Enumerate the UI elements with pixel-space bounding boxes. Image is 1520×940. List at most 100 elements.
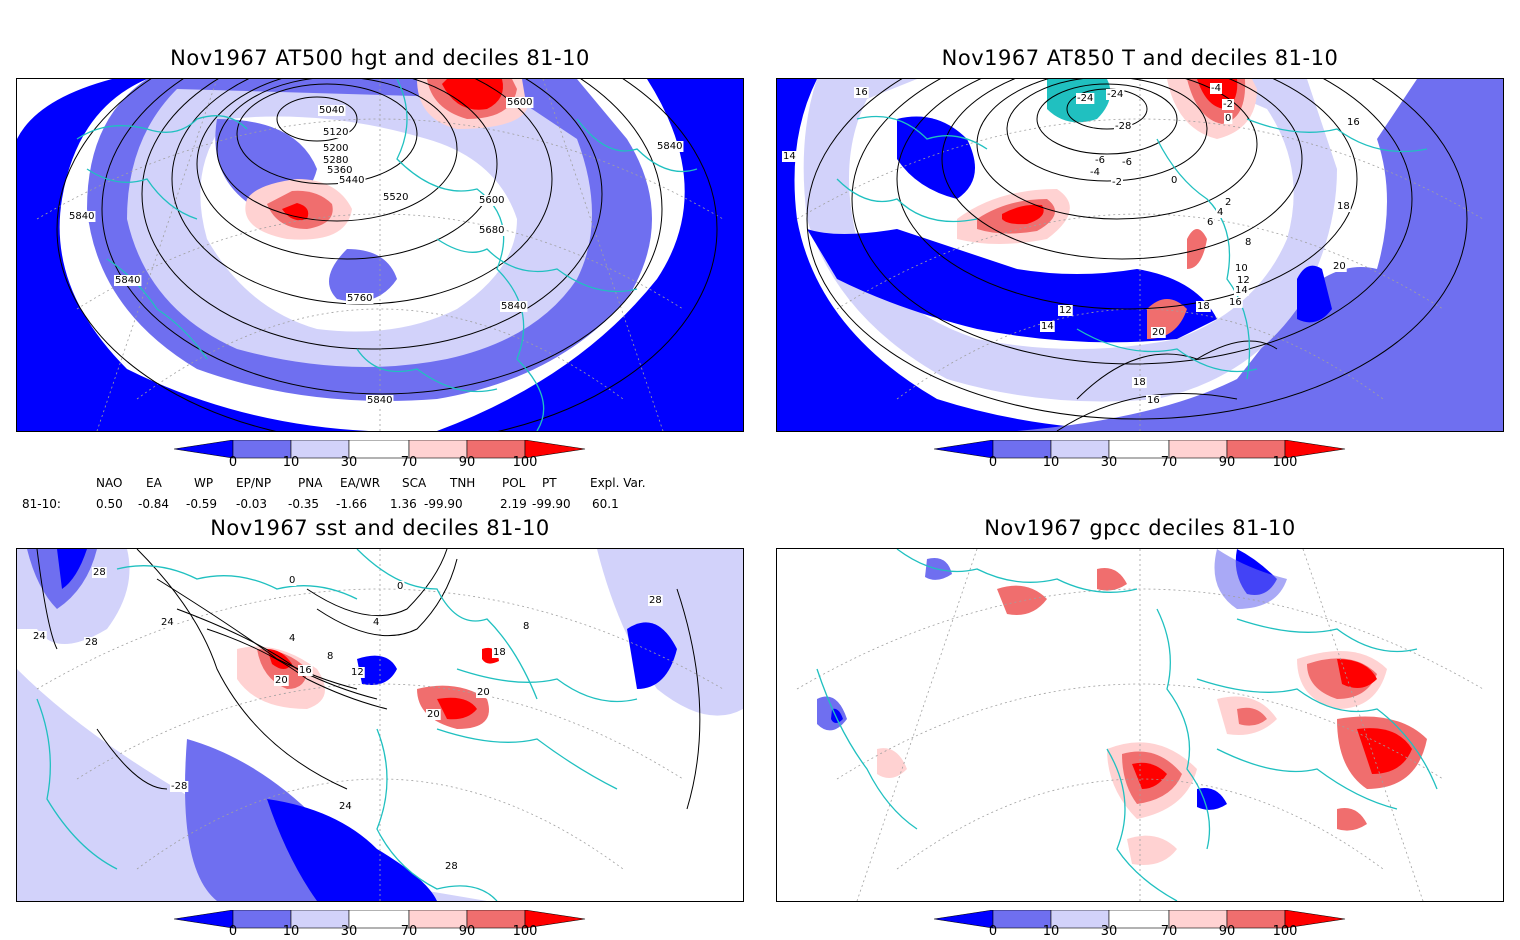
low-decile-region <box>17 79 437 431</box>
contour-label-box <box>298 665 313 676</box>
contour-label: 5680 <box>479 225 504 236</box>
colorbar-tick: 30 <box>1100 455 1118 470</box>
colorbar-swatches <box>933 439 1346 459</box>
contour-label-box <box>68 211 96 222</box>
contour-label-box <box>160 617 175 628</box>
contour-label-box <box>1244 237 1253 248</box>
contour-label-box <box>32 631 47 642</box>
colorbar-segment <box>1284 909 1346 929</box>
contour-label: 28 <box>93 567 106 578</box>
contour-label: 28 <box>445 861 458 872</box>
contour-label: 18 <box>1133 377 1146 388</box>
contour-label-box <box>1114 121 1133 132</box>
index-header: Expl. Var. <box>590 476 646 490</box>
contour-label-box <box>1121 157 1133 168</box>
contour-label: 6 <box>1207 217 1213 228</box>
contour-label-box <box>426 709 441 720</box>
contour-label: 20 <box>477 687 490 698</box>
contour-label: 20 <box>1152 327 1165 338</box>
colorbar-hgt500: 0 10 30 70 90 100 <box>173 439 586 476</box>
contour-label: 16 <box>1229 297 1242 308</box>
low-decile-region <box>57 549 87 589</box>
contour-label: 20 <box>1333 261 1346 272</box>
panel-title-t850: Nov1967 AT850 T and deciles 81-10 <box>941 46 1339 70</box>
contour-label: -24 <box>1077 93 1093 104</box>
colorbar-tick: 70 <box>400 455 418 470</box>
contour-label-box <box>1224 113 1233 124</box>
index-row-label: 81-10: <box>22 497 61 511</box>
contour-label: 5360 <box>327 165 352 176</box>
contour-label-box <box>326 165 354 176</box>
contour-label: 14 <box>1041 321 1054 332</box>
contour-label: 14 <box>1235 285 1248 296</box>
contour-label: 28 <box>649 595 662 606</box>
contour-label: 16 <box>855 87 868 98</box>
contour-label-box <box>1146 395 1161 406</box>
colorbar-tick: 0 <box>228 455 238 470</box>
index-header: EP/NP <box>236 476 272 490</box>
contour-label-box <box>274 675 289 686</box>
contour-label: 16 <box>1147 395 1160 406</box>
contour-label: 5520 <box>383 192 408 203</box>
contour-label-box <box>656 141 684 152</box>
contour-label: 4 <box>373 617 379 628</box>
colorbar-tick: 30 <box>340 924 358 939</box>
colorbar-swatches <box>933 909 1346 929</box>
contour-label-box <box>522 621 531 632</box>
contour-label: -2 <box>1223 99 1233 110</box>
colorbar-tick: 100 <box>1272 455 1298 470</box>
contour-label-box <box>1106 89 1125 100</box>
contour-label-box <box>1058 305 1073 316</box>
contour-label: 5040 <box>319 105 344 116</box>
colorbar-segment <box>933 909 994 929</box>
contour-label: -28 <box>1115 121 1131 132</box>
index-header: POL <box>502 476 526 490</box>
contour-label: 5840 <box>115 275 140 286</box>
contour-label: 20 <box>275 675 288 686</box>
contour-label-box <box>366 395 394 406</box>
colorbar-tick: 90 <box>1218 455 1236 470</box>
index-value: -99.90 <box>424 497 463 511</box>
high-decile-region <box>257 649 307 689</box>
contour-label: -6 <box>1122 157 1132 168</box>
contour-label-box <box>1332 261 1347 272</box>
contour-label: 5840 <box>69 211 94 222</box>
contour-label: -28 <box>171 781 187 792</box>
contour-label: 16 <box>299 665 312 676</box>
contour-label: 2 <box>1225 197 1231 208</box>
contour-label: 5440 <box>339 175 364 186</box>
colorbar-tick: 100 <box>512 924 538 939</box>
contour-label: 14 <box>783 151 796 162</box>
colorbar-segment <box>524 439 586 459</box>
index-value: 1.36 <box>390 497 417 511</box>
contour-label-box <box>1206 217 1215 228</box>
index-value: 60.1 <box>592 497 619 511</box>
contour-label: 5840 <box>501 301 526 312</box>
colorbar-segment <box>933 439 994 459</box>
index-header: NAO <box>96 476 123 490</box>
map-panel-gpcc <box>776 548 1504 902</box>
colorbar-segment <box>173 439 234 459</box>
colorbar-tick: 100 <box>1272 924 1298 939</box>
contour-label-box <box>92 567 107 578</box>
contour-label-box <box>1222 99 1234 110</box>
contour-labels: 28 24 24 28 0 0 4 4 8 12 16 20 20 20 18 … <box>32 567 663 872</box>
index-value: 2.19 <box>500 497 527 511</box>
contour-label-box <box>648 595 663 606</box>
contour-label-box <box>288 575 297 586</box>
index-header: PT <box>542 476 557 490</box>
panel-title-hgt500: Nov1967 AT500 hgt and deciles 81-10 <box>170 46 590 70</box>
contour-label-box <box>1111 177 1123 188</box>
map-panel-hgt500: 5040 5120 5200 5280 5360 5440 5520 5600 … <box>16 78 744 432</box>
contour-label: 4 <box>289 633 295 644</box>
index-header: PNA <box>298 476 323 490</box>
contour-label: 28 <box>85 637 98 648</box>
contour-label-box <box>372 617 381 628</box>
contour-label: -24 <box>1107 89 1123 100</box>
contour-label-box <box>338 801 353 812</box>
contour-label-box <box>1234 285 1249 296</box>
colorbar-tick: 90 <box>1218 924 1236 939</box>
contour-label-box <box>1336 201 1351 212</box>
index-header: EA/WR <box>340 476 381 490</box>
contour-label-box <box>170 781 189 792</box>
